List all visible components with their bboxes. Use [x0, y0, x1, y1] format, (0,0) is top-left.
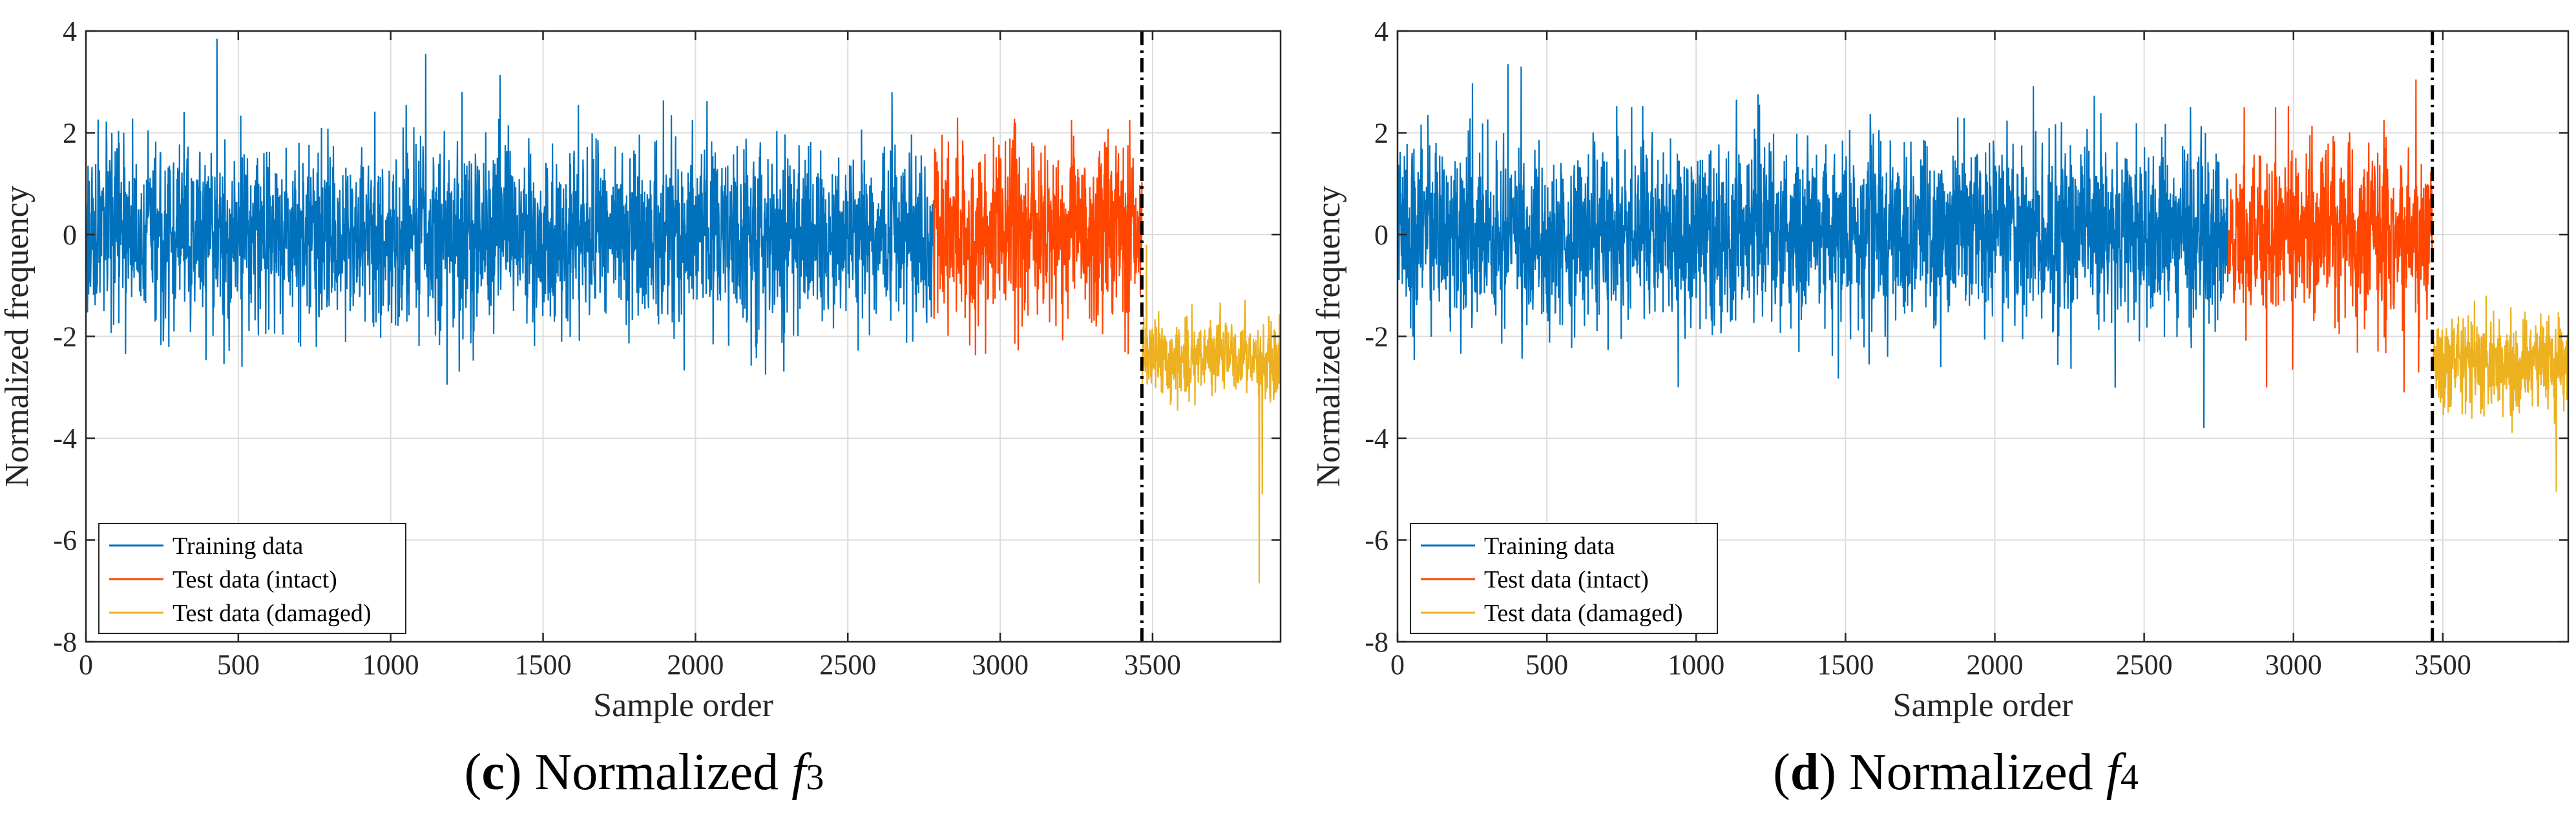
x-tick-label: 0 [1390, 649, 1405, 681]
legend-label: Training data [173, 533, 303, 560]
caption-c: (c) Normalized f3 [464, 744, 824, 801]
series-line-test-data-intact [2227, 79, 2433, 393]
y-tick-label: -2 [53, 321, 77, 353]
y-tick-label: -6 [53, 525, 77, 556]
caption-d-text: Normalized [1848, 744, 2093, 801]
legend: Training data Test data (intact) Test data… [98, 523, 406, 634]
y-tick-label: -4 [1365, 423, 1388, 454]
x-tick-label: 2500 [819, 649, 876, 681]
x-tick-label: 1000 [1668, 649, 1724, 681]
panel-c: 0 500 1000 1500 2000 2500 3000 3500 -8 -6 -4 -2 0 2 4 S… [0, 16, 1282, 801]
series-line-test-data-damaged [1141, 244, 1282, 584]
x-tick-label: 2500 [2116, 649, 2173, 681]
y-tick-label: 4 [1374, 16, 1388, 47]
legend-label: Test data (intact) [173, 566, 337, 593]
x-tick-label: 3500 [1124, 649, 1181, 681]
y-tick-label: -4 [53, 423, 77, 454]
y-axis-label: Normalized frequency [0, 185, 36, 487]
legend-label: Test data (intact) [1484, 566, 1649, 593]
series-line-test-data-damaged [2432, 295, 2570, 492]
x-tick-label: 2000 [1966, 649, 2023, 681]
caption-d-symbol: f [2106, 744, 2120, 801]
panel-d: 0 500 1000 1500 2000 2500 3000 3500 -8 -6 -4 -2 0 2 4 S… [1312, 0, 2576, 826]
x-tick-label: 1000 [362, 649, 419, 681]
x-tick-label: 1500 [515, 649, 572, 681]
x-tick-label: 3000 [972, 649, 1029, 681]
x-axis-label: Sample order [593, 687, 773, 724]
legend-label: Test data (damaged) [173, 600, 372, 627]
legend-label: Training data [1484, 533, 1615, 560]
caption-c-letter: c [481, 744, 505, 801]
y-tick-label: -8 [1365, 626, 1388, 658]
x-tick-label: 1500 [1817, 649, 1874, 681]
y-tick-label: 0 [63, 219, 77, 251]
chart-c: 0 500 1000 1500 2000 2500 3000 3500 -8 -6 -4 -2 0 2 4 S… [0, 16, 1282, 724]
legend-label: Test data (damaged) [1484, 600, 1683, 627]
legend: Training data Test data (intact) Test data… [1410, 523, 1718, 634]
caption-d-letter: d [1790, 744, 1819, 801]
y-tick-label: 0 [1374, 219, 1388, 251]
y-tick-label: -6 [1365, 525, 1388, 556]
chart-d: 0 500 1000 1500 2000 2500 3000 3500 -8 -6 -4 -2 0 2 4 S… [1312, 16, 2570, 724]
y-tick-label: 4 [63, 16, 77, 47]
y-tick-label: 2 [1374, 118, 1388, 149]
x-tick-label: 3500 [2414, 649, 2471, 681]
series-line-training-data [1397, 64, 2229, 429]
x-tick-label: 500 [217, 649, 260, 681]
series-line-training-data [85, 38, 934, 385]
caption-d: (d) Normalized f4 [1773, 744, 2139, 801]
caption-d-sub: 4 [2120, 757, 2139, 798]
caption-c-text: Normalized [534, 744, 779, 801]
x-tick-label: 2000 [667, 649, 724, 681]
y-axis-label: Normalized frequency [1312, 185, 1347, 487]
y-tick-label: -8 [53, 626, 77, 658]
caption-c-sub: 3 [806, 757, 824, 798]
x-tick-label: 0 [79, 649, 93, 681]
y-tick-label: 2 [63, 118, 77, 149]
x-axis-label: Sample order [1893, 687, 2073, 724]
y-tick-label: -2 [1365, 321, 1388, 353]
x-tick-label: 500 [1525, 649, 1568, 681]
series-line-test-data-intact [932, 117, 1143, 355]
x-tick-label: 3000 [2265, 649, 2322, 681]
caption-c-symbol: f [791, 744, 806, 801]
